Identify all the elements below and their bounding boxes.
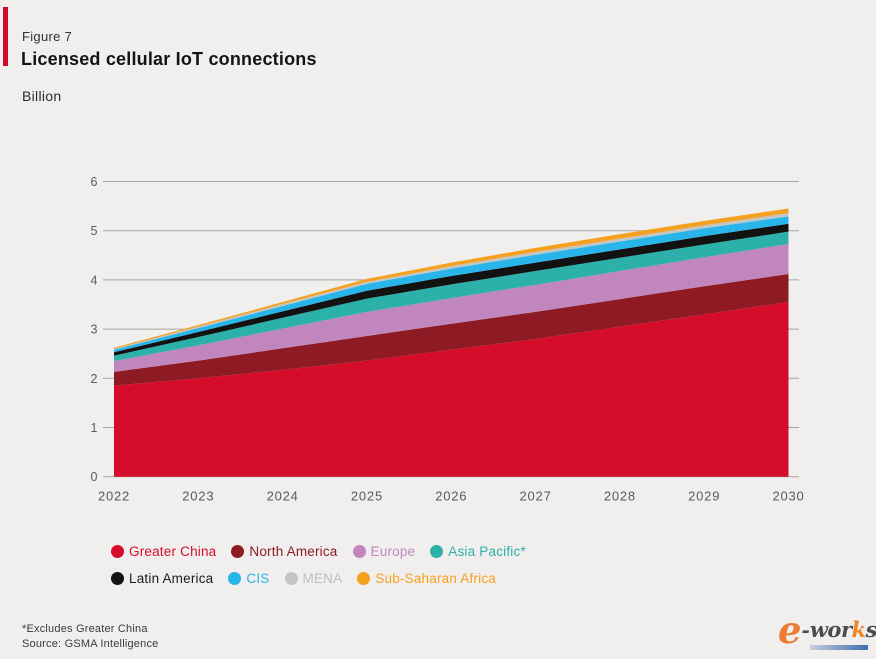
y-axis-label-2: 2 [91,372,98,386]
eworks-logo: e-works [778,612,876,654]
x-axis-label-2028: 2028 [604,489,636,504]
x-axis-label-2025: 2025 [351,489,383,504]
logo-underline-bar [810,645,868,650]
area-latin-america [114,223,789,356]
y-axis-label-4: 4 [91,273,98,287]
logo-k: k [851,617,867,642]
legend-item-latin-america: Latin America [111,571,213,586]
legend-item-asia-pacific: Asia Pacific* [430,544,526,559]
y-axis-label-0: 0 [91,470,98,484]
legend-item-cis: CIS [228,571,269,586]
y-axis-label-1: 1 [91,421,98,435]
area-sub-saharan-africa [114,208,789,349]
legend-row-2: Latin America CIS MENA Sub-Saharan Africa [111,571,526,586]
area-asia-pacific [114,231,789,362]
legend-dot-north-america [231,545,245,558]
area-cis [114,216,789,353]
legend-dot-sub-saharan-africa [357,572,371,585]
legend-dot-cis [228,572,242,585]
legend-item-mena: MENA [284,571,343,586]
chart-footnotes: *Excludes Greater China Source: GSMA Int… [22,622,158,652]
legend-label-mena: MENA [302,571,343,586]
x-axis-label-2027: 2027 [520,489,552,504]
legend-item-europe: Europe [352,544,416,559]
legend-label-greater-china: Greater China [129,544,217,559]
unit-label: Billion [22,88,62,104]
x-axis-label-2022: 2022 [98,489,130,504]
area-greater-china [114,302,789,477]
x-axis-label-2024: 2024 [267,489,299,504]
x-axis-label-2023: 2023 [182,489,214,504]
logo-s: s [865,617,876,642]
source-note: Source: GSMA Intelligence [22,638,159,650]
legend-dot-greater-china [111,545,124,558]
legend-label-sub-saharan-africa: Sub-Saharan Africa [375,571,496,586]
legend-item-north-america: North America [231,544,337,559]
legend-dot-asia-pacific [430,545,444,558]
legend-item-sub-saharan-africa: Sub-Saharan Africa [357,571,496,586]
legend-dot-mena [284,572,298,585]
legend-row-1: Greater China North America Europe Asia Pac… [111,544,526,559]
legend-dot-latin-america [111,572,124,585]
logo-text: e-works [778,612,876,649]
legend-label-north-america: North America [249,544,338,559]
x-axis-label-2030: 2030 [772,489,804,504]
legend-label-asia-pacific: Asia Pacific* [448,544,526,559]
legend-label-cis: CIS [246,571,270,586]
legend-label-europe: Europe [370,544,416,559]
legend-label-latin-america: Latin America [129,571,214,586]
x-axis-label-2029: 2029 [688,489,720,504]
legend-item-greater-china: Greater China [111,544,216,559]
y-axis-label-5: 5 [91,224,98,238]
y-axis-label-6: 6 [91,175,98,189]
figure-title: Licensed cellular IoT connections [21,49,317,69]
logo-wor: wor [809,617,852,642]
footnote-excludes: *Excludes Greater China [22,623,148,635]
logo-letter-e: e [778,608,802,652]
y-axis-label-3: 3 [91,323,98,337]
area-north-america [114,273,789,386]
chart-legend: Greater China North America Europe Asia Pac… [111,544,526,586]
x-axis-label-2026: 2026 [435,489,467,504]
logo-dash: - [801,618,810,642]
figure-label: Figure 7 [22,29,73,44]
area-europe [114,243,789,372]
figure-accent-bar [3,7,8,66]
legend-dot-europe [352,545,366,558]
